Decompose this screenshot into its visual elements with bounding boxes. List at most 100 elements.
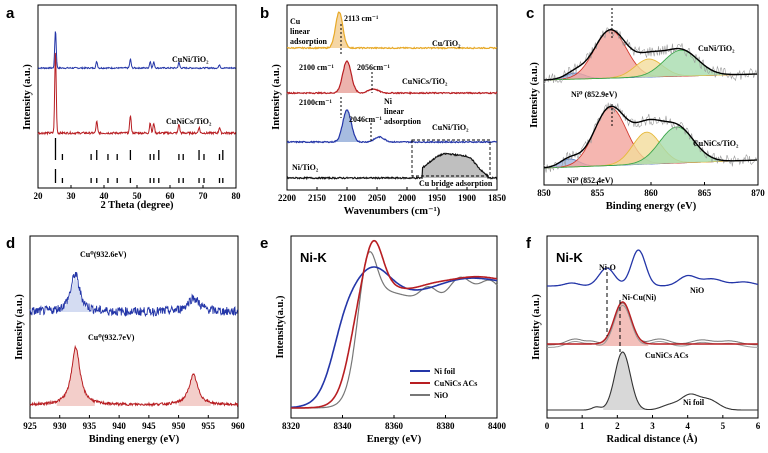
x-tick-label: 70 (199, 191, 209, 201)
x-tick-label: 2050 (368, 193, 387, 203)
panel-a-ylabel: Intensity (a.u.) (22, 64, 33, 130)
x-tick-label: 30 (67, 191, 77, 201)
x-tick-label: 1950 (428, 193, 447, 203)
legend-label-cunics: CuNiCs ACs (434, 379, 477, 388)
panel-b-label-cu: Cu/TiO₂ (432, 39, 461, 48)
x-tick-label: 8400 (488, 421, 507, 431)
xps-ni-envelope (543, 29, 757, 81)
panel-c-ylabel: Intensity (a.u.) (529, 62, 540, 128)
panel-b-ir: 2200 2150 2100 2050 2000 1950 1900 1850 Cu line… (271, 4, 507, 217)
panel-c-xps-ni: 850 855 860 865 870 CuNi/TiO₂ CuNiCs/TiO₂ Ni… (529, 4, 765, 212)
panel-d-spectra (29, 272, 239, 408)
panel-d-xps-cu: 925 930 935 940 945 950 955 960 Cu⁰(932.6eV) Cu… (14, 235, 245, 445)
x-tick-label: 850 (537, 188, 551, 198)
xps-cu-bottom-fill (56, 347, 95, 406)
xps-cu-top-fill (56, 278, 92, 312)
exafs-ni-foil-fill (603, 352, 645, 410)
panel-f-spectra (547, 249, 759, 411)
x-tick-label: 1900 (458, 193, 477, 203)
x-tick-label: 935 (83, 421, 97, 431)
panel-b-ann-bridge: Cu bridge adsorption (419, 179, 493, 188)
panel-e-ylabel: Intensity(a.u.) (275, 295, 286, 359)
panel-f-title: Ni-K (556, 250, 583, 265)
exafs-nio (547, 249, 759, 287)
panel-b-ann-2046: 2046cm⁻¹ (349, 115, 382, 124)
panel-b-x-ticks: 2200 2150 2100 2050 2000 1950 1900 1850 (278, 187, 507, 203)
panel-b-xlabel: Wavenumbers (cm⁻¹) (344, 206, 441, 217)
xps-cu-top (29, 272, 239, 318)
x-tick-label: 2100 (338, 193, 357, 203)
panel-f-ylabel: Intensity (a.u.) (531, 294, 542, 360)
x-tick-label: 2000 (398, 193, 417, 203)
panel-b-ann-cu-linear: linear (290, 27, 310, 36)
panel-a-series-cunics (37, 52, 236, 136)
exafs-ni-foil (547, 351, 758, 411)
panel-b-ann-2056: 2056cm⁻¹ (357, 63, 390, 72)
xanes-cunics (291, 239, 498, 409)
legend-label-ni-foil: Ni foil (434, 367, 456, 376)
x-tick-label: 0 (545, 421, 550, 431)
x-tick-label: 2 (615, 421, 620, 431)
x-tick-label: 6 (756, 421, 761, 431)
panel-d-ylabel: Intensity (a.u.) (14, 294, 25, 360)
panel-b-ann-2100a: 2100 cm⁻¹ (299, 63, 334, 72)
panel-b-ann-2113: 2113 cm⁻¹ (344, 14, 379, 23)
x-tick-label: 8380 (437, 421, 456, 431)
x-tick-label: 60 (166, 191, 176, 201)
x-tick-label: 8320 (282, 421, 301, 431)
x-tick-label: 1 (580, 421, 585, 431)
panel-b-label-cunics: CuNiCs/TiO₂ (402, 77, 448, 86)
panel-label-d: d (6, 235, 15, 252)
xanes-ni-foil (290, 266, 498, 409)
x-tick-label: 8360 (385, 421, 404, 431)
panel-c-label-cuni: CuNi/TiO₂ (698, 44, 735, 53)
ir-series-cuni-fill (335, 110, 359, 142)
ir-series-cunics (286, 59, 498, 95)
panel-b-ann-2100b: 2100cm⁻¹ (299, 98, 332, 107)
panel-a-label-cunics: CuNiCs/TiO₂ (166, 117, 212, 126)
legend-label-nio: NiO (434, 391, 448, 400)
panel-e-x-ticks: 8320 8340 8360 8380 8400 (282, 415, 507, 431)
panel-b-peak-fills (327, 12, 488, 178)
x-tick-label: 50 (133, 191, 143, 201)
panel-a-xrd: 20 30 40 50 60 70 80 CuNi/TiO₂ CuNiCs/TiO₂ 2 T… (22, 4, 242, 211)
panel-label-c: c (526, 5, 534, 22)
panel-e-xanes: 8320 8340 8360 8380 8400 Ni-K Ni foil CuNiCs… (275, 235, 507, 445)
panel-a-frame (37, 4, 237, 189)
panel-c-fits (543, 27, 758, 173)
ir-series-cunics-fill (335, 60, 359, 93)
panel-b-ann-ni: Ni (384, 97, 393, 106)
ir-series-ni (286, 152, 498, 181)
panel-label-a: a (6, 5, 15, 22)
panel-f-exafs: 0 1 2 3 4 5 6 Ni-K Ni-O Ni-Cu(Ni) NiO CuNiCs A… (531, 235, 761, 445)
x-tick-label: 1850 (488, 193, 507, 203)
panel-d-frame (29, 235, 239, 419)
panel-e-xlabel: Energy (eV) (367, 434, 422, 445)
x-tick-label: 3 (650, 421, 655, 431)
panel-b-ann-ni-linear: linear (384, 107, 404, 116)
panel-d-label-cu-top: Cu⁰(932.6eV) (80, 250, 127, 259)
panel-f-xlabel: Radical distance (Å) (607, 433, 698, 445)
x-tick-label: 80 (232, 191, 242, 201)
x-tick-label: 950 (172, 421, 186, 431)
panel-b-bridge-box (411, 139, 491, 177)
panel-a-xlabel: 2 Theta (degree) (100, 200, 174, 211)
panel-f-x-ticks: 0 1 2 3 4 5 6 (545, 415, 761, 431)
panel-f-label-ni-foil: Ni foil (683, 398, 705, 407)
x-tick-label: 960 (231, 421, 245, 431)
panel-d-label-cu-bottom: Cu⁰(932.7eV) (88, 333, 135, 342)
panel-b-label-cuni: CuNi/TiO₂ (432, 123, 469, 132)
panel-a-x-ticks: 20 30 40 50 60 70 80 (34, 185, 242, 201)
panel-f-label-nio: NiO (690, 286, 704, 295)
x-tick-label: 855 (591, 188, 605, 198)
panel-a-series-cuni (37, 31, 236, 70)
panel-d-x-ticks: 925 930 935 940 945 950 955 960 (23, 415, 245, 431)
panel-b-ann-cu: Cu (290, 17, 301, 26)
x-tick-label: 945 (142, 421, 156, 431)
ir-series-cuni (287, 109, 498, 144)
panel-b-ann-ni-adsorption: adsorption (384, 117, 421, 126)
panel-c-label-cunics: CuNiCs/TiO₂ (693, 139, 739, 148)
exafs-cunics-fit (547, 302, 758, 346)
x-tick-label: 930 (53, 421, 67, 431)
panel-c-label-ni0-bottom: Ni⁰ (852.4eV) (567, 176, 613, 185)
